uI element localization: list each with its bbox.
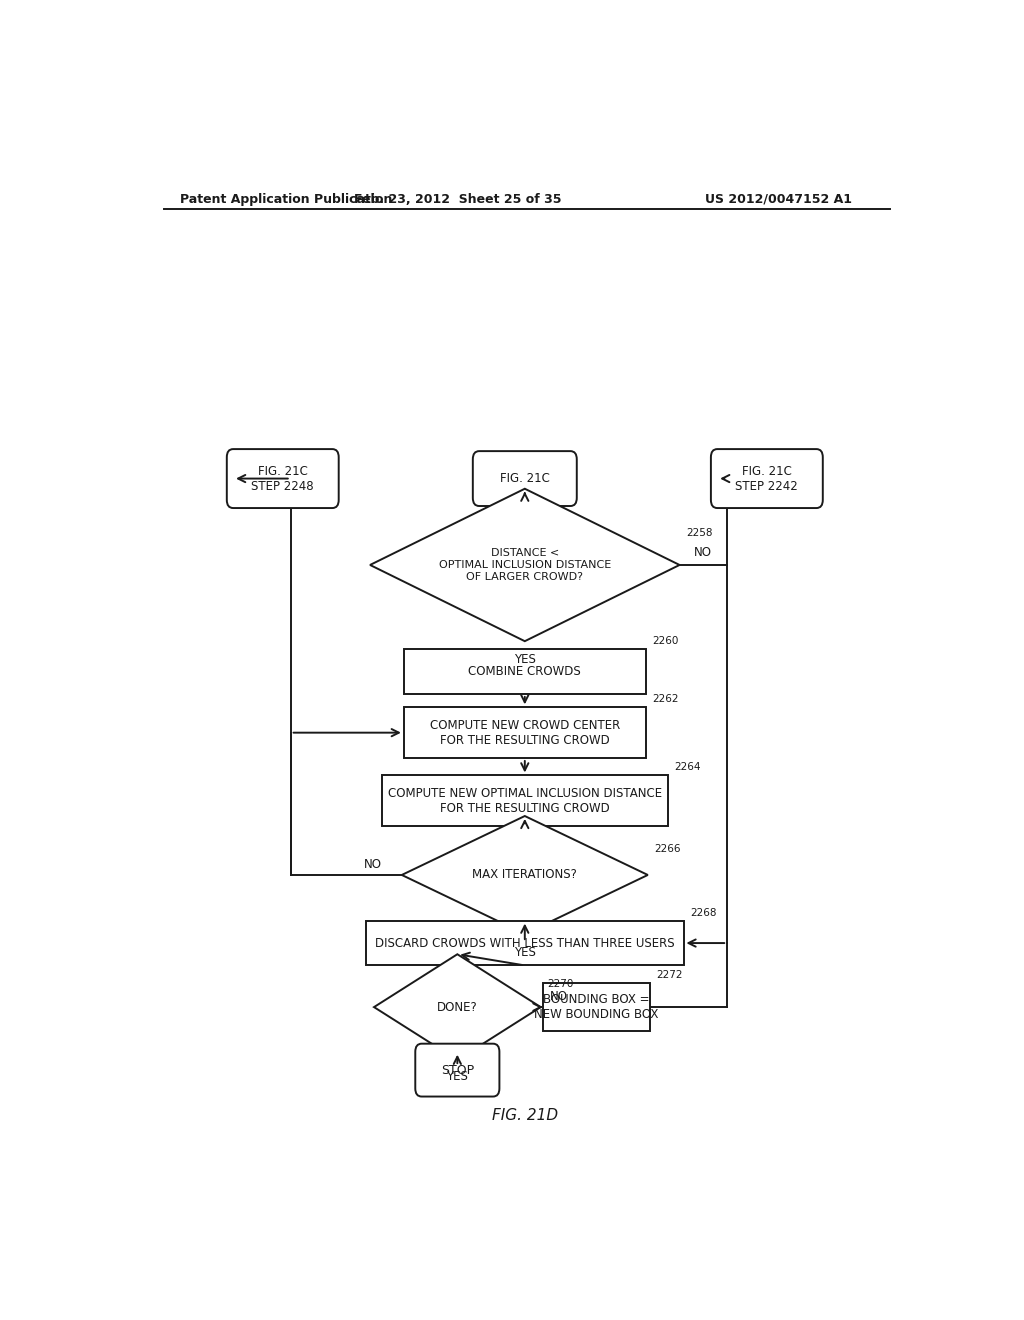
Text: COMPUTE NEW CROWD CENTER
FOR THE RESULTING CROWD: COMPUTE NEW CROWD CENTER FOR THE RESULTI… <box>430 718 620 747</box>
Text: COMBINE CROWDS: COMBINE CROWDS <box>468 665 582 678</box>
Text: Patent Application Publication: Patent Application Publication <box>179 193 392 206</box>
Text: FIG. 21D: FIG. 21D <box>492 1109 558 1123</box>
Text: 2268: 2268 <box>690 908 717 917</box>
Text: 2266: 2266 <box>654 845 681 854</box>
Text: DONE?: DONE? <box>437 1001 478 1014</box>
Bar <box>367 921 684 965</box>
FancyBboxPatch shape <box>416 1044 500 1097</box>
Text: NO: NO <box>364 858 382 871</box>
Text: Feb. 23, 2012  Sheet 25 of 35: Feb. 23, 2012 Sheet 25 of 35 <box>353 193 561 206</box>
Text: 2264: 2264 <box>674 763 700 772</box>
Text: YES: YES <box>514 653 536 667</box>
Text: FIG. 21C
STEP 2242: FIG. 21C STEP 2242 <box>735 465 799 492</box>
Text: NO: NO <box>694 546 712 560</box>
Text: YES: YES <box>446 1069 468 1082</box>
Bar <box>403 708 646 758</box>
Text: MAX ITERATIONS?: MAX ITERATIONS? <box>472 869 578 882</box>
Text: COMPUTE NEW OPTIMAL INCLUSION DISTANCE
FOR THE RESULTING CROWD: COMPUTE NEW OPTIMAL INCLUSION DISTANCE F… <box>388 787 662 814</box>
Text: 2272: 2272 <box>656 970 683 979</box>
Text: YES: YES <box>514 945 536 958</box>
Bar <box>403 649 646 694</box>
Text: US 2012/0047152 A1: US 2012/0047152 A1 <box>706 193 852 206</box>
Text: 2258: 2258 <box>686 528 713 539</box>
Bar <box>543 982 650 1031</box>
Text: 2270: 2270 <box>547 978 573 989</box>
Text: NO: NO <box>550 990 568 1003</box>
Text: 2260: 2260 <box>652 636 679 647</box>
Text: BOUNDING BOX =
NEW BOUNDING BOX: BOUNDING BOX = NEW BOUNDING BOX <box>535 993 658 1022</box>
Text: DISCARD CROWDS WITH LESS THAN THREE USERS: DISCARD CROWDS WITH LESS THAN THREE USER… <box>375 937 675 949</box>
Text: DISTANCE <
OPTIMAL INCLUSION DISTANCE
OF LARGER CROWD?: DISTANCE < OPTIMAL INCLUSION DISTANCE OF… <box>438 548 611 582</box>
Text: 2262: 2262 <box>652 694 679 704</box>
Text: FIG. 21C: FIG. 21C <box>500 473 550 484</box>
Bar <box>382 775 668 826</box>
FancyBboxPatch shape <box>226 449 339 508</box>
Text: FIG. 21C
STEP 2248: FIG. 21C STEP 2248 <box>252 465 314 492</box>
Polygon shape <box>374 954 541 1060</box>
Polygon shape <box>401 816 648 935</box>
FancyBboxPatch shape <box>711 449 823 508</box>
Polygon shape <box>370 488 680 642</box>
Text: STOP: STOP <box>440 1064 474 1077</box>
FancyBboxPatch shape <box>473 451 577 506</box>
